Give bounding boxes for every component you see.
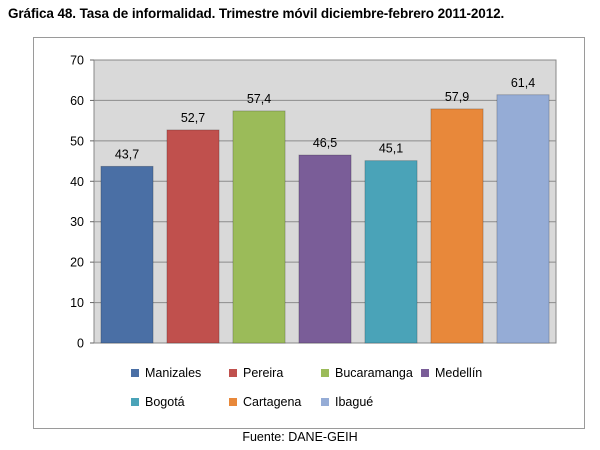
legend-item: Bogotá (131, 395, 185, 409)
legend-item: Pereira (229, 366, 283, 380)
legend-swatch (421, 369, 429, 377)
y-tick-label: 30 (70, 215, 84, 229)
bar-bogotá (364, 160, 418, 344)
data-label: 45,1 (379, 142, 403, 156)
y-tick-label: 50 (70, 134, 84, 148)
y-tick-label: 10 (70, 296, 84, 310)
data-label: 52,7 (181, 111, 205, 125)
data-label: 57,4 (247, 92, 271, 106)
bar-manizales (100, 165, 154, 344)
chart-title: Gráfica 48. Tasa de informalidad. Trimes… (8, 6, 505, 21)
legend-item: Ibagué (321, 395, 373, 409)
legend-item: Manizales (131, 366, 201, 380)
legend-swatch (321, 398, 329, 406)
data-label: 57,9 (445, 90, 469, 104)
bar-bucaramanga (232, 110, 286, 344)
y-tick-label: 70 (70, 54, 84, 68)
legend-item: Medellín (421, 366, 482, 380)
source-note: Fuente: DANE-GEIH (242, 430, 358, 444)
bar-chart: 0 10 20 30 40 50 60 70 43,7 52,7 57,4 46,5 45,1 57,9 6… (70, 54, 557, 351)
data-label: 46,5 (313, 136, 337, 150)
legend-label: Medellín (435, 366, 483, 380)
legend-label: Ibagué (335, 395, 374, 409)
legend-swatch (321, 369, 329, 377)
legend-label: Manizales (145, 366, 202, 380)
legend-swatch (131, 398, 139, 406)
y-tick-label: 20 (70, 256, 84, 270)
legend-swatch (229, 369, 237, 377)
chart-area: 0 10 20 30 40 50 60 70 43,7 52,7 57,4 46,5 45,1 57,9 6… (33, 37, 585, 429)
bar-medellín (298, 154, 352, 344)
y-tick-label: 60 (70, 94, 84, 108)
legend-item: Cartagena (229, 395, 301, 409)
bar-pereira (166, 129, 220, 344)
y-tick-label: 40 (70, 175, 84, 189)
data-label: 61,4 (511, 76, 535, 90)
data-label: 43,7 (115, 147, 139, 161)
legend-label: Cartagena (243, 395, 302, 409)
legend-swatch (229, 398, 237, 406)
legend-swatch (131, 369, 139, 377)
bar-cartagena (430, 108, 484, 344)
legend-label: Bucaramanga (335, 366, 413, 380)
legend-label: Bogotá (145, 395, 185, 409)
legend-item: Bucaramanga (321, 366, 413, 380)
bar-ibagué (496, 94, 550, 344)
legend-label: Pereira (243, 366, 284, 380)
y-tick-label: 0 (77, 337, 84, 351)
